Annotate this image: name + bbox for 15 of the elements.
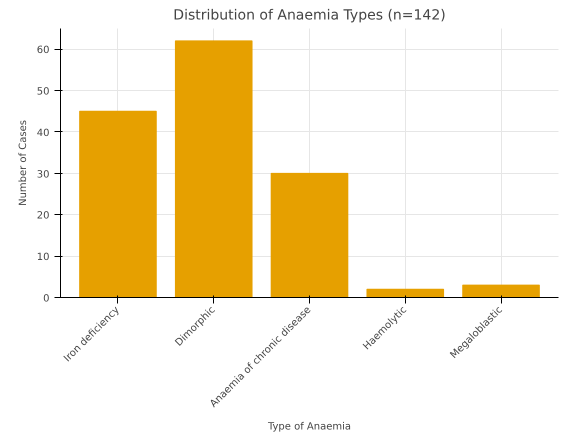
y-tick-label: 10 bbox=[36, 252, 50, 264]
x-axis-title: Type of Anaemia bbox=[266, 422, 352, 433]
chart-title: Distribution of Anaemia Types (n=142) bbox=[173, 8, 446, 24]
y-tick-label: 40 bbox=[36, 128, 50, 139]
bar bbox=[270, 172, 348, 298]
bar bbox=[174, 40, 253, 298]
y-tick-label: 0 bbox=[43, 294, 50, 304]
bar bbox=[366, 288, 444, 298]
bar bbox=[79, 110, 157, 298]
y-tick-label: 20 bbox=[36, 210, 50, 222]
y-tick-label: 60 bbox=[36, 45, 50, 56]
y-axis-title: Number of Cases bbox=[18, 120, 29, 206]
y-tick-label: 30 bbox=[36, 169, 50, 180]
y-tick-label: 50 bbox=[36, 86, 50, 98]
bar bbox=[462, 284, 540, 298]
